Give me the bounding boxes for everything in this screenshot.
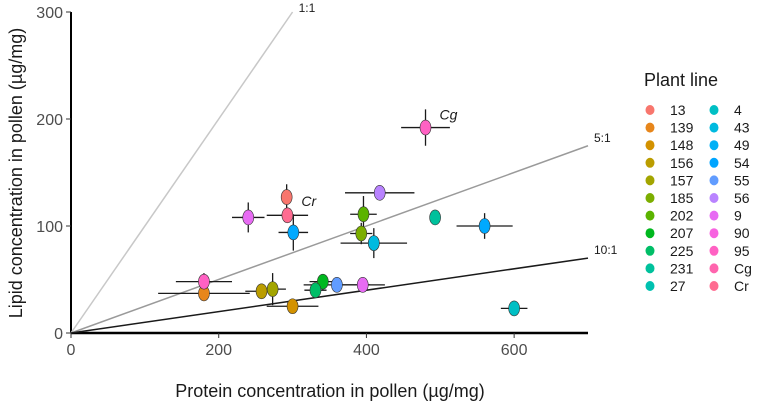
ratio-line-label-1: 5:1 — [594, 131, 611, 145]
legend-label-202: 202 — [670, 208, 694, 224]
annotation-Cr: Cr — [301, 193, 317, 209]
legend-marker-55 — [709, 175, 719, 186]
point-225 — [309, 282, 322, 299]
axis-ticks: 0 200 400 600 0 100 200 300 — [36, 5, 527, 359]
y-tick-label-2: 200 — [36, 112, 63, 129]
legend-label-225: 225 — [670, 243, 694, 259]
ratio-lines: 1:1 5:1 10:1 — [70, 1, 618, 334]
error-bars — [158, 109, 528, 312]
legend-label-207: 207 — [670, 225, 694, 241]
legend-marker-54 — [709, 157, 719, 168]
point-13 — [280, 189, 293, 205]
point-185 — [355, 225, 368, 242]
legend-label-156: 156 — [670, 155, 694, 171]
point-Cg — [419, 119, 432, 136]
annotations: Cg Cr — [301, 107, 457, 210]
y-axis-label: Lipid concentration in pollen (µg/mg) — [6, 28, 26, 319]
point-156 — [255, 283, 268, 300]
ratio-line-1 — [70, 145, 589, 334]
legend-marker-49 — [709, 140, 719, 151]
point-202 — [357, 206, 370, 223]
legend-label-4: 4 — [734, 102, 742, 118]
legend-label-90: 90 — [734, 225, 750, 241]
point-231 — [429, 209, 441, 226]
legend-marker-56 — [709, 193, 719, 203]
legend-marker-139 — [645, 122, 655, 133]
legend-marker-13 — [645, 105, 655, 115]
y-tick-label-1: 100 — [36, 219, 63, 236]
legend-label-27: 27 — [670, 278, 686, 294]
legend-marker-202 — [645, 210, 655, 221]
x-tick-label-2: 400 — [353, 342, 380, 359]
ratio-line-label-2: 10:1 — [594, 243, 618, 257]
point-56 — [373, 185, 386, 201]
legend-marker-9 — [709, 210, 719, 221]
legend-label-157: 157 — [670, 172, 694, 188]
ratio-line-0 — [70, 11, 294, 334]
legend-marker-185 — [645, 193, 655, 203]
legend-marker-157 — [645, 175, 655, 186]
legend-title: Plant line — [644, 70, 718, 90]
point-Cr — [281, 207, 294, 224]
point-90 — [356, 277, 369, 293]
point-49 — [478, 218, 491, 234]
x-tick-label-3: 600 — [501, 342, 528, 359]
legend-label-13: 13 — [670, 102, 686, 118]
legend-marker-4 — [709, 105, 719, 115]
legend-label-Cg: Cg — [734, 260, 752, 276]
legend-label-95: 95 — [734, 243, 750, 259]
legend-marker-231 — [645, 263, 655, 274]
legend-marker-148 — [645, 140, 655, 151]
legend-marker-27 — [645, 281, 655, 291]
point-157 — [266, 281, 279, 297]
legend-marker-156 — [645, 157, 655, 168]
annotation-Cg: Cg — [440, 107, 458, 123]
legend-marker-90 — [709, 228, 719, 239]
point-54 — [287, 224, 300, 241]
legend-label-49: 49 — [734, 137, 750, 153]
point-207 — [317, 273, 329, 290]
legend-marker-95 — [709, 245, 719, 256]
legend-label-54: 54 — [734, 155, 750, 171]
legend-marker-Cr — [709, 281, 719, 291]
legend-label-9: 9 — [734, 208, 742, 224]
x-tick-label-0: 0 — [67, 342, 76, 359]
legend-label-Cr: Cr — [734, 278, 749, 294]
legend-marker-Cg — [709, 263, 719, 274]
legend-marker-43 — [709, 122, 719, 133]
point-43 — [368, 235, 380, 251]
legend-label-185: 185 — [670, 190, 694, 206]
legend-label-56: 56 — [734, 190, 750, 206]
x-tick-label-1: 200 — [205, 342, 232, 359]
x-axis-label: Protein concentration in pollen (µg/mg) — [175, 381, 485, 401]
point-148 — [286, 298, 299, 315]
legend-label-139: 139 — [670, 120, 694, 136]
point-95 — [198, 273, 210, 290]
y-tick-label-3: 300 — [36, 5, 63, 22]
point-4 — [508, 300, 520, 317]
data-points — [198, 119, 520, 317]
legend-label-55: 55 — [734, 172, 750, 188]
legend-marker-207 — [645, 228, 655, 239]
legend-label-148: 148 — [670, 137, 694, 153]
ratio-line-label-0: 1:1 — [299, 1, 316, 15]
point-9 — [242, 209, 255, 226]
legend-label-43: 43 — [734, 120, 750, 136]
legend-marker-225 — [645, 245, 655, 256]
y-tick-label-0: 0 — [54, 326, 63, 343]
point-55 — [331, 277, 343, 293]
ratio-line-2 — [70, 257, 589, 334]
legend-label-231: 231 — [670, 260, 694, 276]
